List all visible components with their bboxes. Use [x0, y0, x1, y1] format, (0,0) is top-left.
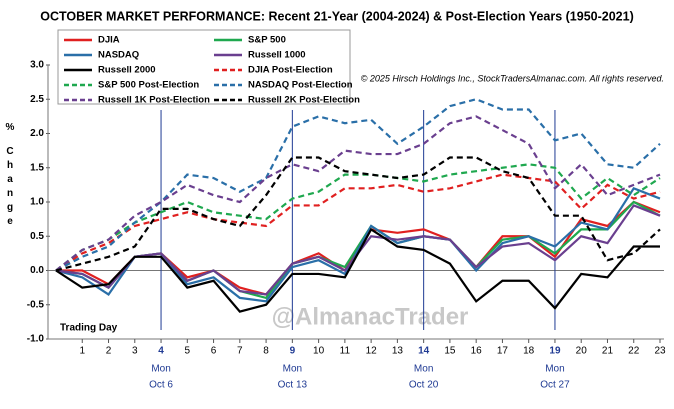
- y-tick-label: 3.0: [30, 60, 44, 71]
- x-tick-label: 10: [313, 346, 325, 357]
- x-tick-label: 3: [132, 346, 138, 357]
- annotation: Mon: [151, 364, 170, 375]
- legend-label: Russell 2K Post-Election: [248, 95, 360, 106]
- x-tick-label: 4: [158, 346, 164, 357]
- annotation: Oct 13: [278, 380, 308, 391]
- legend-label: Russell 1K Post-Election: [98, 95, 210, 106]
- series-line: [55, 173, 661, 272]
- legend-label: DJIA: [98, 35, 120, 46]
- series-line: [55, 156, 661, 272]
- legend-label: Russell 2000: [98, 65, 156, 76]
- annotation: Oct 6: [149, 380, 173, 391]
- y-tick-label: 0.0: [30, 265, 44, 276]
- annotation: Mon: [414, 364, 433, 375]
- x-tick-label: 23: [654, 346, 666, 357]
- y-axis-label-char: %: [6, 122, 15, 133]
- x-tick-label: 12: [366, 346, 378, 357]
- x-tick-label: 9: [290, 346, 296, 357]
- x-tick-label: 16: [471, 346, 483, 357]
- y-axis-label-char: g: [7, 202, 13, 213]
- x-tick-label: 5: [185, 346, 191, 357]
- x-tick-label: 20: [576, 346, 588, 357]
- annotation: Oct 27: [540, 380, 570, 391]
- x-tick-label: 22: [628, 346, 640, 357]
- y-tick-label: 2.0: [30, 128, 44, 139]
- y-tick-label: 0.5: [30, 231, 44, 242]
- y-axis-label-char: e: [7, 216, 13, 227]
- legend-label: DJIA Post-Election: [248, 65, 333, 76]
- annotation: Oct 20: [409, 380, 439, 391]
- x-tick-label: 13: [392, 346, 404, 357]
- x-tick-label: 7: [237, 346, 243, 357]
- y-axis-label-char: C: [6, 146, 13, 157]
- legend-box: [57, 29, 351, 105]
- y-tick-label: 1.0: [30, 197, 44, 208]
- legend-label: S&P 500 Post-Election: [98, 80, 199, 91]
- x-tick-label: 21: [602, 346, 614, 357]
- watermark: @AlmanacTrader: [272, 303, 469, 330]
- series-line: [55, 163, 661, 272]
- x-tick-label: 11: [340, 346, 351, 357]
- x-tick-label: 6: [211, 346, 217, 357]
- x-tick-label: 19: [549, 346, 561, 357]
- annotation: Mon: [283, 364, 302, 375]
- x-tick-label: 14: [418, 346, 430, 357]
- y-tick-label: 1.5: [30, 162, 44, 173]
- y-tick-label: 2.5: [30, 94, 44, 105]
- y-axis-label-char: a: [7, 174, 13, 185]
- y-axis-label-char: h: [7, 160, 13, 171]
- x-tick-label: 1: [79, 346, 85, 357]
- y-tick-label: -1.0: [27, 334, 45, 345]
- series-line: [55, 227, 660, 313]
- x-tick-label: 18: [523, 346, 535, 357]
- legend-label: NASDAQ: [98, 50, 139, 61]
- x-tick-label: 15: [444, 346, 456, 357]
- x-tick-label: 8: [263, 346, 269, 357]
- y-axis-label-char: n: [7, 188, 13, 199]
- legend-label: Russell 1000: [248, 50, 306, 61]
- legend-label: NASDAQ Post-Election: [248, 80, 353, 91]
- chart-title: OCTOBER MARKET PERFORMANCE: Recent 21-Ye…: [40, 9, 634, 23]
- x-axis-label: Trading Day: [60, 323, 118, 334]
- copyright: © 2025 Hirsch Holdings Inc., StockTrader…: [361, 73, 664, 83]
- legend-label: S&P 500: [248, 35, 286, 46]
- y-tick-label: -0.5: [27, 299, 45, 310]
- x-tick-label: 2: [106, 346, 112, 357]
- series-line: [55, 115, 661, 272]
- annotation: Mon: [545, 364, 564, 375]
- x-tick-label: 17: [497, 346, 509, 357]
